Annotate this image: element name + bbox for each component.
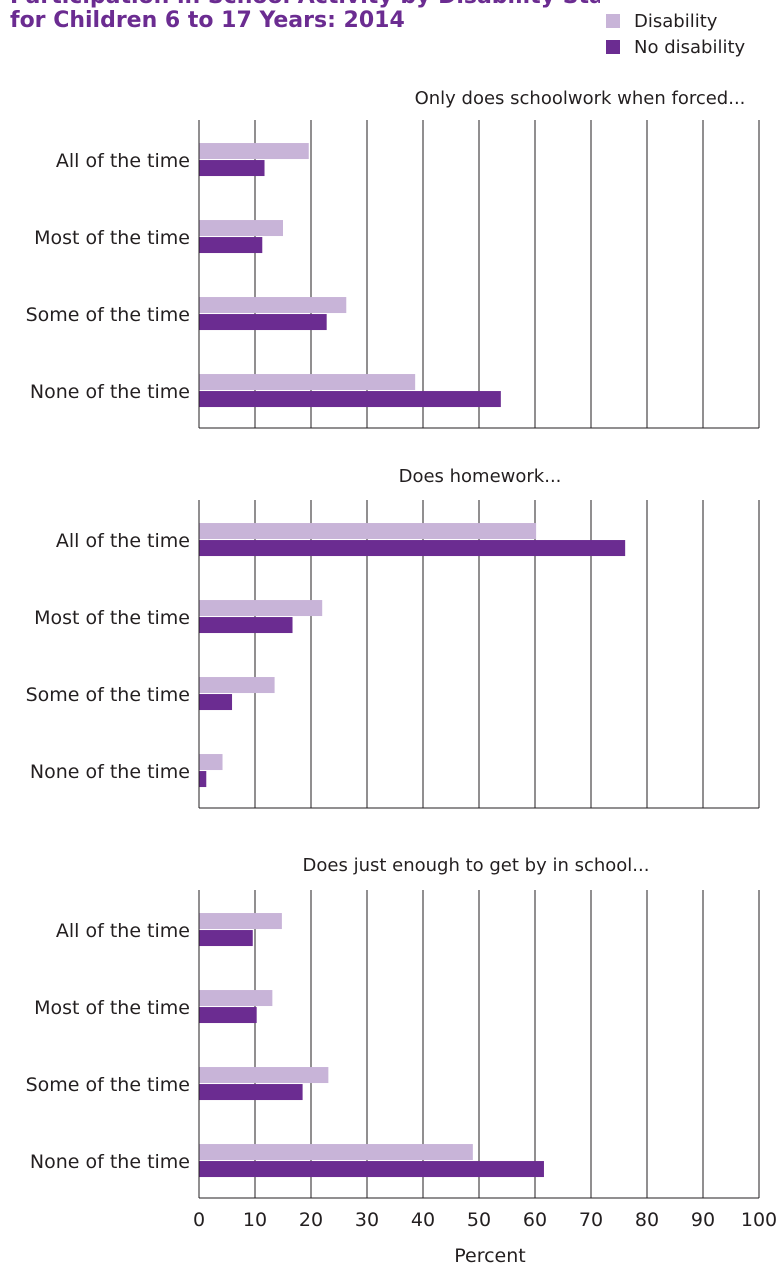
x-axis-label: Percent	[454, 1245, 526, 1266]
legend-label-disability: Disability	[634, 10, 718, 32]
bar-1-1-disability	[199, 143, 309, 160]
bar-1-3-disability	[199, 297, 347, 314]
category-label-2-4: None of the time	[30, 761, 190, 783]
bar-1-2-no-disability	[199, 237, 263, 254]
bar-2-3-no-disability	[199, 694, 233, 711]
x-tick-label-70: 70	[579, 1209, 603, 1231]
category-label-1-4: None of the time	[30, 381, 190, 403]
x-tick-label-40: 40	[411, 1209, 435, 1231]
x-tick-label-80: 80	[635, 1209, 659, 1231]
category-label-2-1: All of the time	[56, 530, 190, 552]
bar-1-4-no-disability	[199, 391, 501, 408]
category-label-3-3: Some of the time	[26, 1074, 190, 1096]
x-tick-label-60: 60	[523, 1209, 547, 1231]
bar-2-1-disability	[199, 523, 537, 540]
bar-3-2-disability	[199, 990, 273, 1007]
bar-1-4-disability	[199, 374, 416, 391]
bar-1-2-disability	[199, 220, 283, 237]
x-tick-label-20: 20	[299, 1209, 323, 1231]
bar-3-3-disability	[199, 1067, 329, 1084]
category-label-1-2: Most of the time	[34, 227, 190, 249]
chart-title-line2: for Children 6 to 17 Years: 2014	[10, 8, 405, 33]
bar-2-2-no-disability	[199, 617, 293, 634]
bar-2-4-no-disability	[199, 771, 207, 788]
x-tick-label-0: 0	[193, 1209, 205, 1231]
panel-title-1: Only does schoolwork when forced...	[415, 88, 746, 109]
x-tick-label-50: 50	[467, 1209, 491, 1231]
category-label-3-1: All of the time	[56, 920, 190, 942]
category-label-3-2: Most of the time	[34, 997, 190, 1019]
category-label-1-3: Some of the time	[26, 304, 190, 326]
bar-2-3-disability	[199, 677, 275, 694]
bar-2-4-disability	[199, 754, 223, 771]
x-tick-label-100: 100	[741, 1209, 777, 1231]
legend-swatch-disability	[606, 14, 620, 28]
legend-swatch-no-disability	[606, 40, 620, 54]
bar-3-2-no-disability	[199, 1007, 257, 1024]
x-tick-label-90: 90	[691, 1209, 715, 1231]
bar-3-3-no-disability	[199, 1084, 303, 1101]
category-label-3-4: None of the time	[30, 1151, 190, 1173]
category-label-2-2: Most of the time	[34, 607, 190, 629]
legend-label-no-disability: No disability	[634, 36, 746, 58]
bar-3-1-no-disability	[199, 930, 253, 947]
x-tick-label-10: 10	[243, 1209, 267, 1231]
legend-item-disability: Disability	[606, 8, 745, 34]
bar-3-1-disability	[199, 913, 282, 930]
panel-title-2: Does homework...	[399, 466, 562, 487]
category-label-1-1: All of the time	[56, 150, 190, 172]
title-clip: Participation in School Activity by Disa…	[0, 0, 600, 34]
legend-item-no-disability: No disability	[606, 34, 745, 60]
panel-title-3: Does just enough to get by in school...	[303, 855, 650, 876]
category-label-2-3: Some of the time	[26, 684, 190, 706]
bar-1-1-no-disability	[199, 160, 265, 177]
bar-1-3-no-disability	[199, 314, 327, 331]
bar-3-4-disability	[199, 1144, 473, 1161]
bar-2-1-no-disability	[199, 540, 626, 557]
bar-2-2-disability	[199, 600, 323, 617]
bar-3-4-no-disability	[199, 1161, 544, 1178]
legend: Disability No disability	[606, 8, 745, 60]
chart-title-line1: Participation in School Activity by Disa…	[10, 0, 600, 9]
x-tick-label-30: 30	[355, 1209, 379, 1231]
